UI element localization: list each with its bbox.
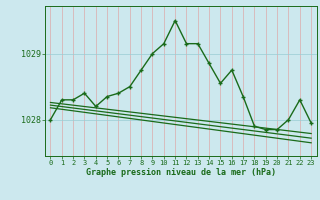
X-axis label: Graphe pression niveau de la mer (hPa): Graphe pression niveau de la mer (hPa) — [86, 168, 276, 177]
